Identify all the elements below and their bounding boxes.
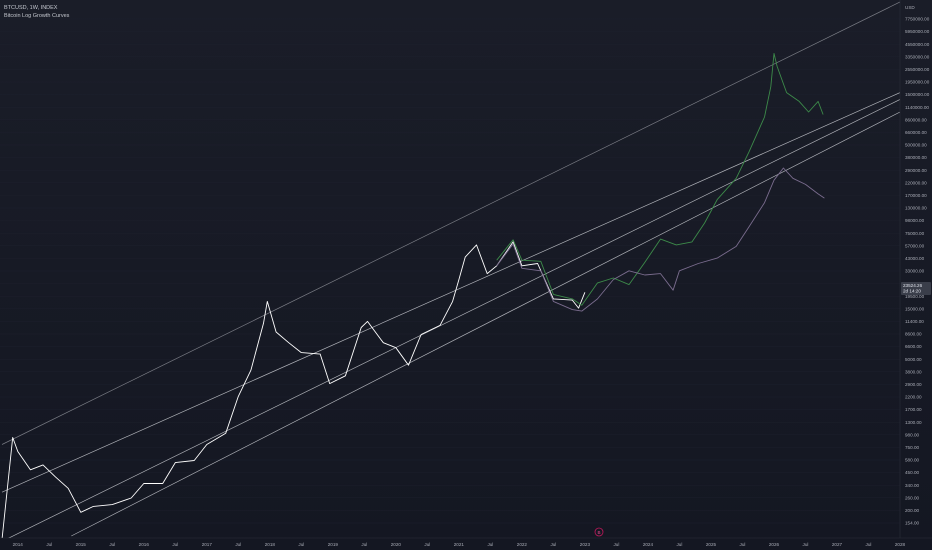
price-tick-label: 154.00	[905, 521, 919, 526]
price-tick-label: 8600.00	[905, 332, 922, 337]
time-tick-label: Jul	[424, 542, 430, 547]
price-tick-label: 170000.00	[905, 193, 927, 198]
price-tick-label: 860000.00	[905, 117, 927, 122]
price-tick-label: 33000.00	[905, 269, 925, 274]
event-marker-label: B	[597, 530, 600, 535]
time-tick-label: 2016	[139, 542, 150, 547]
time-tick-label: 2014	[13, 542, 24, 547]
grid	[0, 18, 900, 524]
price-tag-box	[901, 282, 931, 295]
bar-countdown: 2d 14:20	[903, 289, 921, 294]
log-growth-curve	[8, 99, 900, 538]
time-tick-label: 2015	[76, 542, 87, 547]
time-tick-label: 2025	[706, 542, 717, 547]
price-series	[1, 53, 825, 538]
event-marker[interactable]: B	[594, 527, 604, 537]
chart-legend: BTCUSD, 1W, INDEX Bitcoin Log Growth Cur…	[4, 4, 69, 20]
price-tick-label: 1500000.00	[905, 92, 930, 97]
time-tick-label: Jul	[172, 542, 178, 547]
time-tick-label: Jul	[46, 542, 52, 547]
time-tick-label: Jul	[803, 542, 809, 547]
price-tick-label: 75000.00	[905, 231, 925, 236]
price-tick-label: 340.00	[905, 483, 919, 488]
current-price-value: 23524.26	[903, 283, 923, 288]
time-tick-label: Jul	[613, 542, 619, 547]
currency-label: USD	[905, 5, 915, 10]
price-tick-label: 1300.00	[905, 420, 922, 425]
price-tick-label: 130000.00	[905, 206, 927, 211]
price-tick-label: 660000.00	[905, 130, 927, 135]
time-tick-label: Jul	[550, 542, 556, 547]
time-tick-label: 2024	[643, 542, 654, 547]
price-tick-label: 380000.00	[905, 155, 927, 160]
time-tick-label: Jul	[235, 542, 241, 547]
time-tick-label: 2028	[895, 542, 906, 547]
time-tick-label: 2026	[769, 542, 780, 547]
time-tick-label: 2027	[832, 542, 843, 547]
price-tick-label: 1950000.00	[905, 80, 930, 85]
time-tick-label: 2023	[580, 542, 591, 547]
price-tick-label: 3350000.00	[905, 54, 930, 59]
price-series-line	[1, 241, 586, 538]
time-tick-label: Jul	[109, 542, 115, 547]
price-tick-label: 11400.00	[905, 319, 924, 324]
event-marker-circle[interactable]	[594, 527, 604, 537]
price-tick-label: 15000.00	[905, 306, 925, 311]
price-tick-label: 1140000.00	[905, 105, 929, 110]
indicator-label[interactable]: Bitcoin Log Growth Curves	[4, 13, 70, 19]
time-axis[interactable]: 2014 Jul 2015 Jul 2016 Jul 2017 Jul 2018 Jul 2019 J…	[13, 542, 906, 547]
symbol-label[interactable]: BTCUSD, 1W, INDEX	[4, 5, 58, 11]
price-tick-label: 1700.00	[905, 407, 922, 412]
log-growth-curve	[1, 1, 900, 445]
price-tick-label: 5000.00	[905, 357, 922, 362]
price-axis[interactable]: 7750000.00 5950000.00 4550000.00 3350000.00…	[905, 17, 930, 526]
price-tick-label: 19500.00	[905, 294, 925, 299]
price-tick-label: 5950000.00	[905, 29, 930, 34]
time-tick-label: 2021	[454, 542, 465, 547]
time-tick-label: 2017	[202, 542, 213, 547]
time-tick-label: Jul	[677, 542, 683, 547]
price-tick-label: 500000.00	[905, 143, 927, 148]
price-tick-label: 98000.00	[905, 218, 925, 223]
price-tick-label: 3800.00	[905, 369, 922, 374]
price-tick-label: 2550000.00	[905, 67, 930, 72]
time-tick-label: 2020	[391, 542, 402, 547]
price-tick-label: 6600.00	[905, 344, 922, 349]
price-tick-label: 980.00	[905, 432, 919, 437]
price-tick-label: 220000.00	[905, 180, 927, 185]
time-tick-label: Jul	[361, 542, 367, 547]
time-tick-label: Jul	[487, 542, 493, 547]
price-tick-label: 43000.00	[905, 256, 925, 261]
price-tick-label: 7750000.00	[905, 17, 930, 22]
log-growth-curve	[71, 111, 900, 537]
log-growth-curves	[1, 1, 900, 538]
price-tick-label: 580.00	[905, 458, 919, 463]
price-tick-label: 290000.00	[905, 168, 927, 173]
price-tick-label: 4550000.00	[905, 42, 930, 47]
time-tick-label: Jul	[866, 542, 872, 547]
price-series-line	[496, 53, 824, 306]
price-tick-label: 750.00	[905, 445, 919, 450]
price-tick-label: 2200.00	[905, 395, 922, 400]
time-tick-label: 2022	[517, 542, 528, 547]
time-tick-label: Jul	[298, 542, 304, 547]
price-tick-label: 260.00	[905, 495, 919, 500]
time-tick-label: Jul	[740, 542, 746, 547]
log-growth-curve	[1, 92, 900, 493]
price-series-line	[496, 167, 825, 312]
price-tick-label: 2900.00	[905, 382, 922, 387]
price-tick-label: 450.00	[905, 470, 919, 475]
price-tick-label: 57000.00	[905, 243, 925, 248]
time-tick-label: 2018	[265, 542, 276, 547]
time-tick-label: 2019	[328, 542, 339, 547]
price-tick-label: 200.00	[905, 508, 919, 513]
